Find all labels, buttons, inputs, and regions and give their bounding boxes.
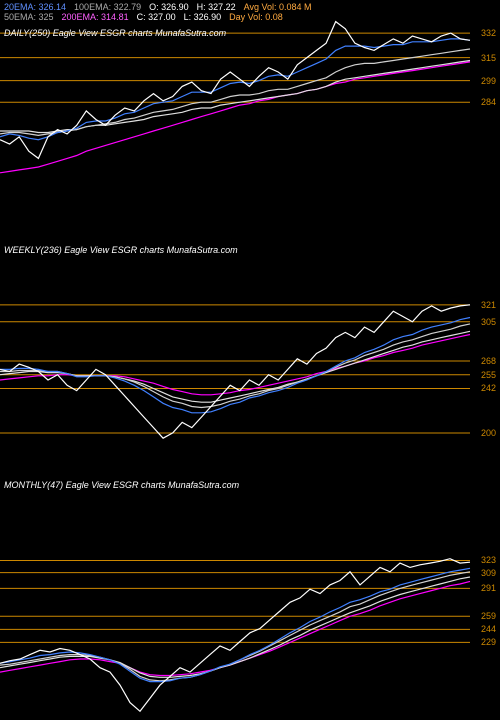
chart-panel-0: DAILY(250) Eagle View ESGR charts Munafa… bbox=[0, 0, 500, 180]
panel-title: WEEKLY(236) Eagle View ESGR charts Munaf… bbox=[4, 245, 238, 255]
panel-title: DAILY(250) Eagle View ESGR charts Munafa… bbox=[4, 28, 226, 38]
ema50-line bbox=[0, 49, 470, 135]
open-label: O: 326.90 bbox=[149, 2, 189, 12]
price-level-label: 242 bbox=[481, 383, 496, 393]
price-level-label: 299 bbox=[481, 76, 496, 86]
ema20-line bbox=[0, 568, 470, 681]
ema50-line bbox=[0, 324, 470, 408]
close-label: C: 327.00 bbox=[137, 12, 176, 22]
low-label: L: 326.90 bbox=[184, 12, 222, 22]
ema50-label: 50EMA: 325 bbox=[4, 12, 54, 22]
chart-panel-1: WEEKLY(236) Eagle View ESGR charts Munaf… bbox=[0, 290, 500, 470]
price-level-label: 229 bbox=[481, 637, 496, 647]
avgvol-label: Avg Vol: 0.084 M bbox=[244, 2, 312, 12]
price-level-label: 305 bbox=[481, 317, 496, 327]
price-level-label: 309 bbox=[481, 568, 496, 578]
price-level-label: 321 bbox=[481, 300, 496, 310]
price-level-label: 268 bbox=[481, 356, 496, 366]
panel-title: MONTHLY(47) Eagle View ESGR charts Munaf… bbox=[4, 480, 239, 490]
price-level-label: 259 bbox=[481, 611, 496, 621]
price-level-label: 200 bbox=[481, 428, 496, 438]
chart-svg bbox=[0, 290, 500, 470]
ema200-label: 200EMA: 314.81 bbox=[62, 12, 129, 22]
ema100-label: 100EMA: 322.79 bbox=[74, 2, 141, 12]
dayvol-label: Day Vol: 0.08 bbox=[229, 12, 283, 22]
price-level-label: 291 bbox=[481, 583, 496, 593]
ema100-line bbox=[0, 61, 470, 133]
ema20-line bbox=[0, 318, 470, 413]
price-line bbox=[0, 305, 470, 438]
price-line bbox=[0, 559, 470, 712]
price-line bbox=[0, 22, 470, 159]
price-level-label: 315 bbox=[481, 53, 496, 63]
ema20-line bbox=[0, 39, 470, 140]
price-level-label: 284 bbox=[481, 97, 496, 107]
ema200-line bbox=[0, 62, 470, 173]
price-level-label: 323 bbox=[481, 555, 496, 565]
chart-svg bbox=[0, 550, 500, 720]
price-level-label: 244 bbox=[481, 624, 496, 634]
high-label: H: 327.22 bbox=[197, 2, 236, 12]
chart-panel-2: MONTHLY(47) Eagle View ESGR charts Munaf… bbox=[0, 550, 500, 720]
chart-svg bbox=[0, 0, 500, 180]
ema20-label: 20EMA: 326.14 bbox=[4, 2, 66, 12]
chart-header: 20EMA: 326.14 100EMA: 322.79 O: 326.90 H: 3… bbox=[4, 2, 312, 22]
price-level-label: 255 bbox=[481, 370, 496, 380]
price-level-label: 332 bbox=[481, 28, 496, 38]
